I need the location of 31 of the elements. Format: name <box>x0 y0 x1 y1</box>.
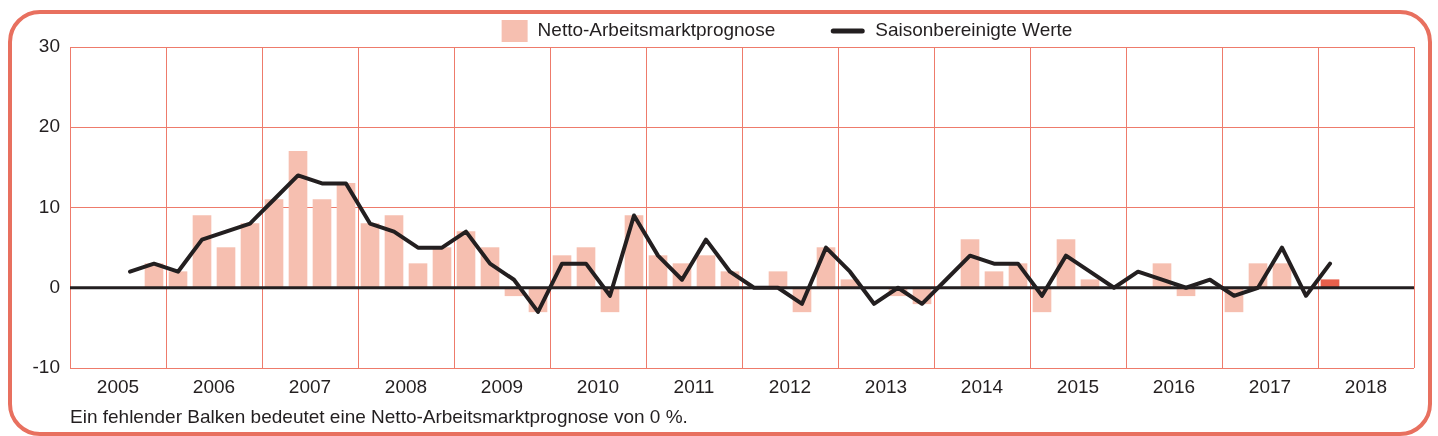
y-tick-label: 10 <box>38 195 60 217</box>
bar <box>696 255 716 288</box>
x-tick-label: 2005 <box>96 375 140 397</box>
x-tick-label: 2018 <box>1344 375 1388 397</box>
bar <box>312 199 332 288</box>
y-tick-label: -10 <box>32 356 60 378</box>
bar <box>264 199 284 288</box>
legend-label: Netto-Arbeitsmarktprognose <box>537 19 776 41</box>
x-tick-label: 2013 <box>864 375 908 397</box>
x-tick-label: 2012 <box>768 375 812 397</box>
y-tick-label: 30 <box>38 35 60 57</box>
bar <box>336 183 356 288</box>
x-tick-label: 2007 <box>288 375 332 397</box>
x-tick-label: 2016 <box>1152 375 1196 397</box>
x-tick-label: 2008 <box>384 375 428 397</box>
x-tick-label: 2009 <box>480 375 524 397</box>
y-tick-label: 0 <box>49 275 60 297</box>
bar <box>408 263 428 288</box>
text: Ein fehlender Balken bedeutet eine Netto-Arbeitsmarktprognose von 0 %. <box>70 405 688 429</box>
bar <box>216 247 236 288</box>
x-tick-label: 2017 <box>1248 375 1292 397</box>
x-tick-label: 2015 <box>1056 375 1100 397</box>
y-tick-label: 20 <box>38 115 60 137</box>
x-tick-label: 2010 <box>576 375 620 397</box>
bar <box>288 151 308 288</box>
legend-label: Saisonbereinigte Werte <box>875 19 1073 41</box>
x-tick-label: 2006 <box>192 375 236 397</box>
x-tick-label: 2014 <box>960 375 1004 397</box>
bar <box>240 223 260 288</box>
bar <box>360 223 380 288</box>
x-tick-label: 2011 <box>673 375 715 397</box>
